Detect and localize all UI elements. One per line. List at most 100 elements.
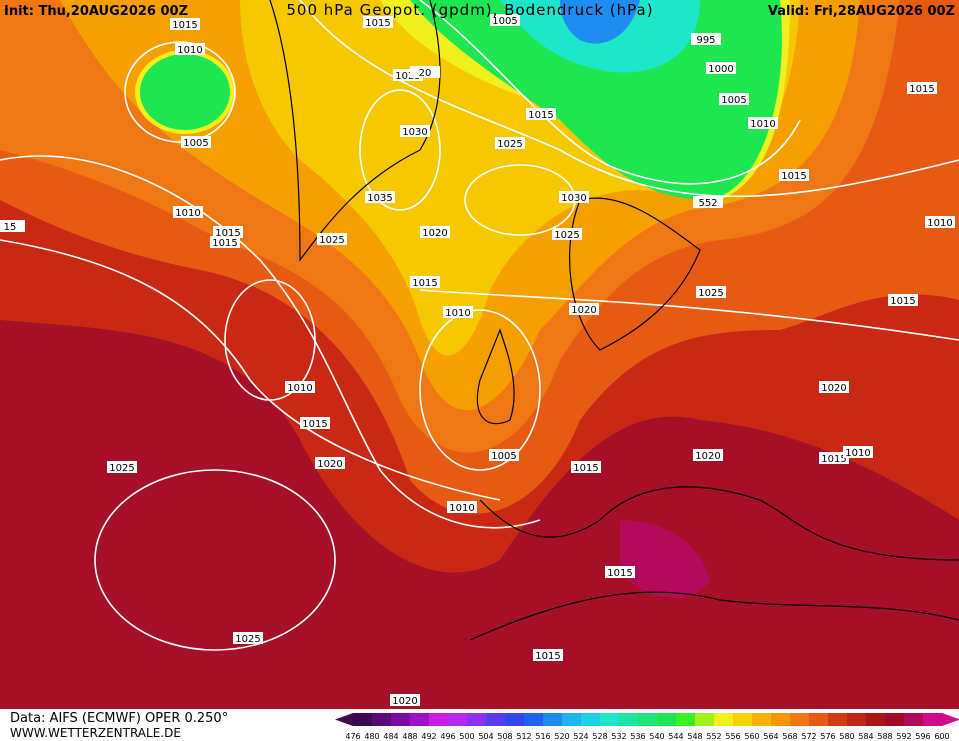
legend-label: 500 [459,732,474,741]
isobar-label: 1000 [708,64,733,75]
isobar-label-bg [181,136,211,148]
isobar-label: 1020 [392,696,417,707]
isobar-label: 1025 [319,235,344,246]
legend-label: 544 [668,732,683,741]
isobar-label: 1025 [698,288,723,299]
init-time: Init: Thu,20AUG2026 00Z [4,4,188,19]
isobar-label-bg [410,276,440,288]
isobar-label: 1015 [302,419,327,430]
isobar-label: 1010 [845,448,870,459]
isobar-label: 1025 [395,71,420,82]
legend-swatch [410,713,430,726]
isobar-label-bg [107,461,137,473]
isobar-label-bg [559,191,589,203]
isobar-label: 1020 [571,305,596,316]
valid-time: Valid: Fri,28AUG2026 00Z [768,4,955,19]
legend-label: 480 [364,732,379,741]
legend-swatch [600,713,620,726]
isobar-label-bg [748,117,778,129]
legend-swatch [543,713,563,726]
isobar-label: 1010 [175,208,200,219]
isobar-label-bg [170,18,200,30]
legend-label: 516 [535,732,550,741]
isobar-label-bg [691,33,721,45]
legend-swatch [809,713,829,726]
isobar-label-bg [173,206,203,218]
isobar-label-bg [213,226,243,238]
legend-swatch [657,713,677,726]
legend-label: 568 [782,732,797,741]
isobar-label: 1010 [750,119,775,130]
isobar-label: 1015 [781,171,806,182]
legend-label: 520 [554,732,569,741]
legend-label: 528 [592,732,607,741]
isobar-label: 1020 [695,451,720,462]
site-url: WWW.WETTERZENTRALE.DE [10,726,181,740]
legend-label: 532 [611,732,626,741]
legend-swatch [486,713,506,726]
isobar-label: 15 [4,222,17,233]
isobar-label: 1025 [497,139,522,150]
legend-swatch [695,713,715,726]
legend-end [335,713,353,726]
isobar-label-bg [552,228,582,240]
isobar-label-bg [363,16,393,28]
isobar-label: 1015 [821,454,846,465]
isobar-label-bg [0,220,25,232]
isobar-label: 1015 [212,238,237,249]
legend-swatch [353,713,373,726]
legend-swatch [676,713,696,726]
legend-label: 512 [516,732,531,741]
isobar-label-bg [819,381,849,393]
isobar-label: 1015 [215,228,240,239]
legend-label: 508 [497,732,512,741]
isobar-label-bg [888,294,918,306]
isobar-label-bg [779,169,809,181]
coastlines [269,0,959,641]
isobar-label-bg [175,43,205,55]
isobar-label: 1020 [821,383,846,394]
isobar-label-bg [447,501,477,513]
legend-label: 584 [858,732,873,741]
isobar-label-bg [605,566,635,578]
isobar-label: 1015 [535,651,560,662]
legend-swatch [391,713,411,726]
isobar-label-bg [489,449,519,461]
isobar-label-bg [693,196,723,208]
legend-swatch [885,713,905,726]
isobar-label: 1025 [235,634,260,645]
isobar-label-bg [907,82,937,94]
isobar-label-bg [843,446,873,458]
legend-swatch [714,713,734,726]
isobar-label: 20 [419,68,432,79]
isobar-label-bg [285,381,315,393]
legend-label: 576 [820,732,835,741]
color-legend: 476 480 484 488 492 496 500 504 508 512 516 520 524 5… [335,713,959,741]
isobar-label: 1010 [927,218,952,229]
isobar-label-bg [696,286,726,298]
legend-label: 476 [345,732,360,741]
isobar-label: 1010 [177,45,202,56]
isobar-label-bg [390,694,420,706]
data-source: Data: AIFS (ECMWF) OPER 0.250° [10,711,228,726]
legend-label: 600 [934,732,949,741]
legend-swatch [562,713,582,726]
isobar-label: 1005 [183,138,208,149]
legend-label: 536 [630,732,645,741]
isobar-label: 1015 [607,568,632,579]
isobar-label-bg [819,452,849,464]
isobar-label-bg [365,191,395,203]
isobar-label-bg [317,233,347,245]
isobar-label-bg [410,66,440,78]
isobar-label-bg [569,303,599,315]
legend-label: 524 [573,732,588,741]
isobar-label-bg [706,62,736,74]
isobar-label-bg [526,108,556,120]
isobar-label-bg [533,649,563,661]
legend-swatch [866,713,886,726]
isobar-label-bg [420,226,450,238]
isobar-label-bg [925,216,955,228]
legend-label: 560 [744,732,759,741]
